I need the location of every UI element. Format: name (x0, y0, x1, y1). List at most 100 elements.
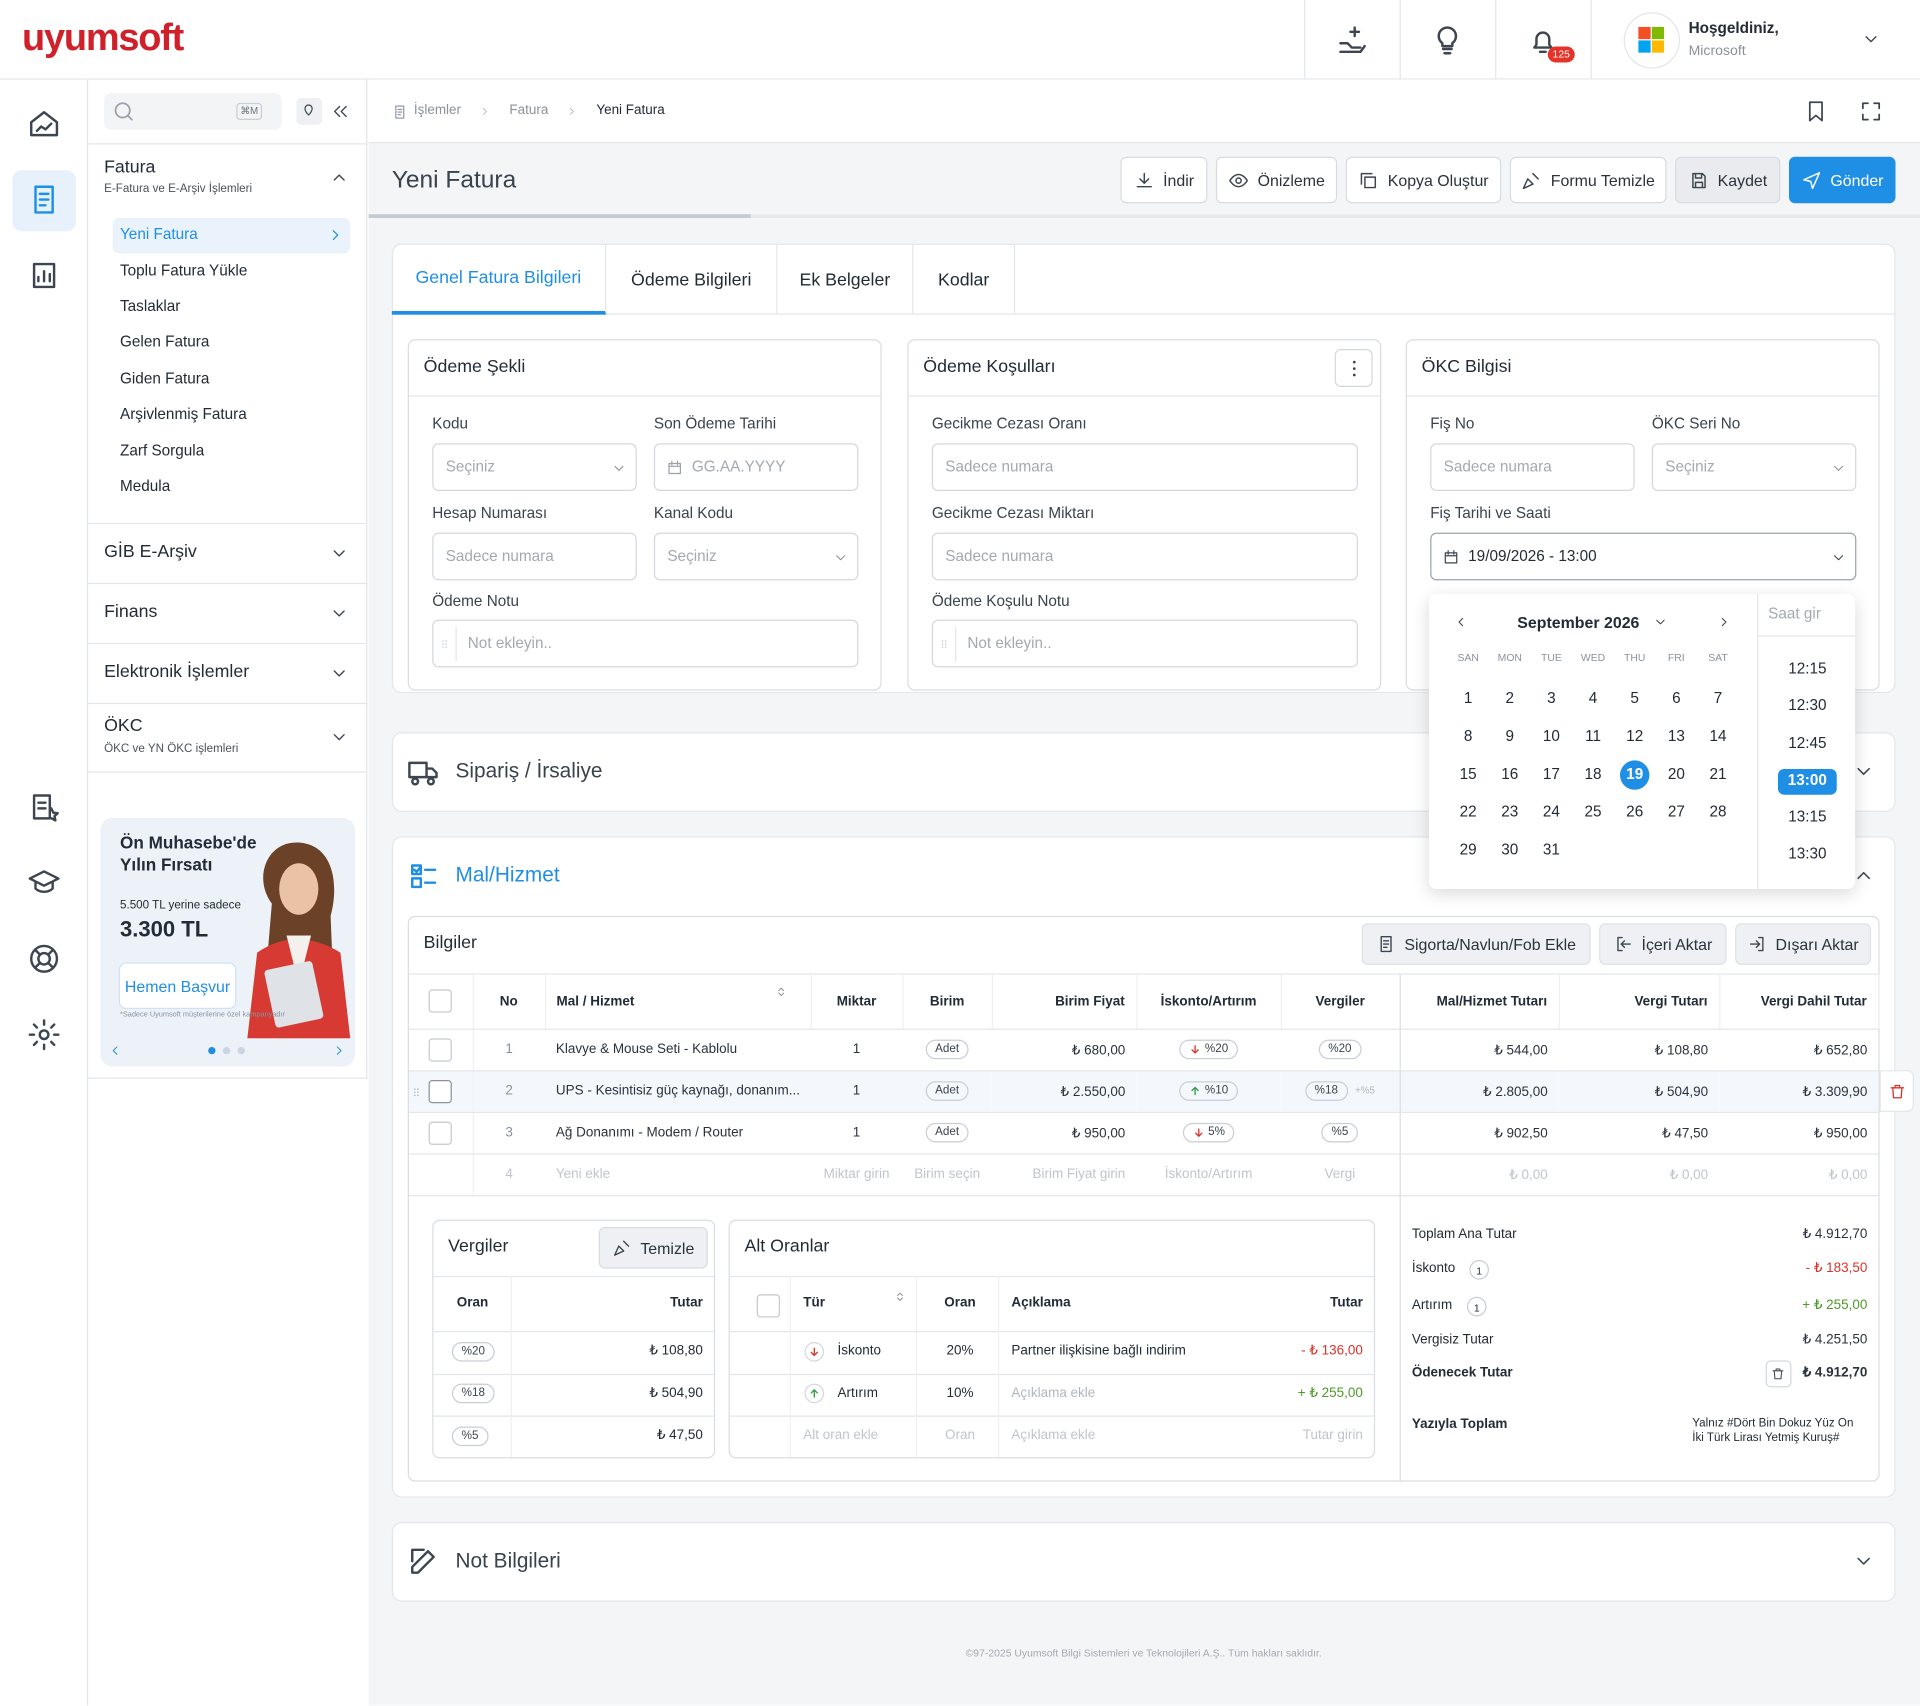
tab[interactable]: Kodlar (913, 244, 1016, 315)
input[interactable]: 19/09/2026 - 13:00 (1430, 532, 1857, 581)
hover-delete[interactable] (1879, 1070, 1914, 1112)
placeholder: Not ekleyin.. (467, 634, 552, 652)
input[interactable]: Sadece numara (1430, 443, 1635, 492)
field-label: Hesap Numarası (432, 504, 548, 522)
tab[interactable]: Ödeme Bilgileri (606, 244, 778, 315)
pin-button[interactable] (296, 97, 323, 125)
day[interactable]: 6 (1672, 689, 1681, 707)
day[interactable]: 1 (1463, 689, 1473, 707)
day[interactable]: 25 (1584, 803, 1602, 821)
tool-button[interactable]: Sigorta/Navlun/Fob Ekle (1361, 923, 1591, 965)
input[interactable]: Seçiniz (432, 443, 637, 492)
action-button[interactable]: İndir (1120, 156, 1208, 204)
input[interactable]: GG.AA.YYYY (653, 443, 859, 492)
search-box[interactable] (104, 93, 282, 130)
tool-button[interactable]: İçeri Aktar (1599, 923, 1727, 965)
day[interactable]: 29 (1459, 841, 1477, 859)
clear-button[interactable]: Temizle (598, 1226, 708, 1269)
day[interactable]: 12 (1626, 727, 1644, 745)
menu-section[interactable]: Elektronik İşlemler (104, 662, 250, 683)
icon (1865, 36, 1877, 43)
checkbox[interactable] (428, 1079, 453, 1103)
action-button[interactable]: Formu Temizle (1509, 156, 1667, 204)
day[interactable]: 14 (1709, 727, 1727, 745)
cell-text: ₺ 0,00 (1509, 1167, 1548, 1183)
day[interactable]: 20 (1667, 765, 1685, 783)
menu-item[interactable]: Taslaklar (120, 297, 181, 315)
day[interactable]: 4 (1588, 689, 1598, 707)
input[interactable]: Sadece numara (432, 532, 637, 581)
day[interactable]: 8 (1463, 727, 1473, 745)
menu-section[interactable]: GİB E-Arşiv (104, 542, 197, 563)
time[interactable]: 13:15 (1788, 808, 1827, 826)
input[interactable]: Not ekleyin.. (432, 619, 859, 668)
day[interactable]: 23 (1501, 803, 1519, 821)
action-button[interactable]: Kopya Oluştur (1345, 156, 1502, 204)
input[interactable]: Sadece numara (931, 443, 1358, 492)
breadcrumb-item[interactable]: Fatura (509, 103, 549, 118)
line (997, 1275, 1000, 1458)
day[interactable]: 9 (1505, 727, 1515, 745)
day[interactable]: 10 (1542, 727, 1560, 745)
cell-text: ₺ 3.309,90 (1802, 1084, 1868, 1099)
day[interactable]: 2 (1505, 689, 1515, 707)
icon (32, 262, 56, 289)
time[interactable]: 13:30 (1788, 845, 1827, 863)
action-button[interactable]: Önizleme (1215, 156, 1338, 204)
input[interactable]: Seçiniz (653, 532, 859, 581)
cell (408, 1028, 474, 1071)
day[interactable]: 16 (1501, 765, 1519, 783)
cell: ₺ 108,80 (1558, 1028, 1720, 1071)
menu-item[interactable]: Zarf Sorgula (120, 441, 205, 459)
day[interactable]: 3 (1547, 689, 1556, 707)
day[interactable]: 15 (1459, 765, 1477, 783)
day[interactable]: 5 (1630, 689, 1639, 707)
placeholder: Seçiniz (1665, 458, 1715, 476)
checkbox[interactable] (756, 1293, 780, 1317)
tab[interactable]: Genel Fatura Bilgileri (391, 244, 607, 315)
menu-section[interactable]: Finans (104, 602, 158, 623)
day[interactable]: 27 (1667, 803, 1685, 821)
cell: Vergi (1280, 1153, 1401, 1196)
divider (88, 702, 368, 705)
kebab-button[interactable] (1334, 348, 1373, 387)
day[interactable]: 13 (1667, 727, 1685, 745)
tab[interactable]: Ek Belgeler (778, 244, 914, 315)
menu-item[interactable]: Toplu Fatura Yükle (120, 261, 248, 279)
day[interactable]: 17 (1542, 765, 1560, 783)
day[interactable]: 11 (1585, 727, 1602, 745)
day[interactable]: 19 (1626, 765, 1644, 783)
menu-item[interactable]: Medula (120, 477, 171, 495)
day[interactable]: 21 (1709, 765, 1727, 783)
breadcrumb-item[interactable]: İşlemler (413, 103, 462, 118)
time[interactable]: 12:15 (1788, 660, 1827, 678)
clear-total-button[interactable] (1765, 1360, 1792, 1388)
day[interactable]: 22 (1459, 803, 1477, 821)
tool-button[interactable]: Dışarı Aktar (1735, 923, 1872, 965)
menu-item[interactable]: Yeni Fatura (120, 225, 198, 243)
day[interactable]: 26 (1626, 803, 1644, 821)
action-button[interactable]: Kaydet (1675, 156, 1781, 204)
day[interactable]: 28 (1709, 803, 1727, 821)
time[interactable]: 12:45 (1788, 734, 1827, 752)
promo-button[interactable]: Hemen Başvur (118, 962, 237, 1009)
checkbox[interactable] (428, 1121, 453, 1145)
input[interactable]: Seçiniz (1651, 443, 1857, 492)
time[interactable]: 12:30 (1788, 697, 1827, 715)
input[interactable]: Sadece numara (931, 532, 1358, 581)
day[interactable]: 18 (1584, 765, 1602, 783)
menu-item[interactable]: Gelen Fatura (120, 333, 210, 351)
day[interactable]: 24 (1542, 803, 1560, 821)
day[interactable]: 31 (1542, 841, 1560, 859)
action-button[interactable]: Gönder (1788, 156, 1896, 204)
day[interactable]: 7 (1713, 689, 1723, 707)
checkbox[interactable] (428, 989, 453, 1013)
table-row: 2 UPS - Kesintisiz güç kaynağı, donanım..… (408, 1070, 1879, 1113)
day[interactable]: 30 (1501, 841, 1519, 859)
menu-item[interactable]: Arşivlenmiş Fatura (120, 405, 247, 423)
checkbox[interactable] (428, 1037, 453, 1062)
input[interactable]: Not ekleyin.. (931, 619, 1358, 668)
time[interactable]: 13:00 (1787, 771, 1827, 789)
menu-section[interactable]: ÖKC (104, 716, 143, 736)
menu-item[interactable]: Giden Fatura (120, 369, 210, 387)
